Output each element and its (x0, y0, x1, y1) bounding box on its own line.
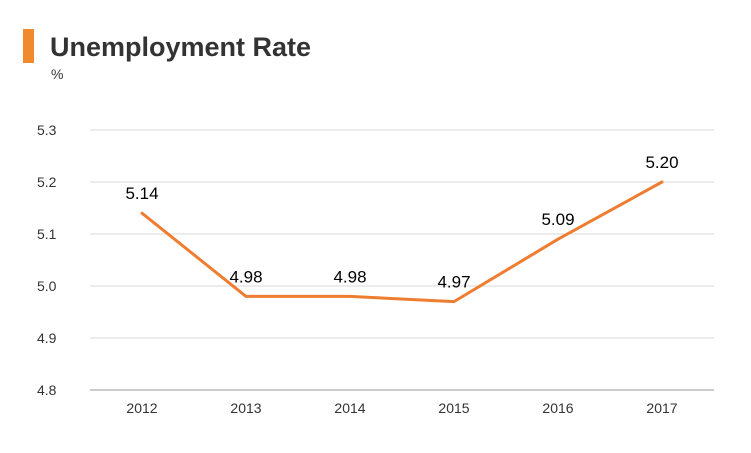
x-tick-label: 2015 (438, 400, 469, 416)
y-tick-label: 5.2 (37, 174, 57, 190)
y-tick-label: 4.9 (37, 330, 57, 346)
x-tick-label: 2012 (126, 400, 157, 416)
x-tick-label: 2016 (542, 400, 573, 416)
data-label: 4.97 (437, 273, 470, 292)
series-line (140, 180, 664, 304)
x-tick-label: 2013 (230, 400, 261, 416)
y-axis-unit-label: % (51, 66, 64, 82)
data-label: 5.14 (125, 184, 158, 203)
y-tick-label: 5.0 (37, 278, 57, 294)
data-label: 5.20 (645, 153, 678, 172)
x-tick-label: 2014 (334, 400, 365, 416)
data-label: 4.98 (333, 267, 366, 286)
chart-title: Unemployment Rate (50, 32, 312, 62)
data-label: 5.09 (541, 210, 574, 229)
title-accent-bar (23, 29, 34, 63)
data-label: 4.98 (229, 267, 262, 286)
x-tick-label: 2017 (646, 400, 677, 416)
y-tick-label: 5.3 (37, 122, 57, 138)
y-tick-label: 5.1 (37, 226, 57, 242)
y-tick-label: 4.8 (37, 382, 57, 398)
